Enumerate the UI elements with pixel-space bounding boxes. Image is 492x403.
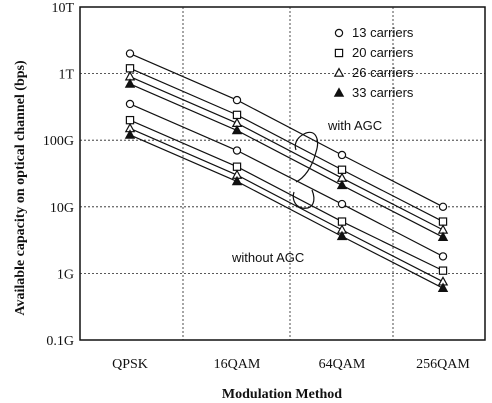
series-line: [129, 67, 444, 223]
legend-item: 33 carriers: [333, 85, 414, 100]
legend-item: 13 carriers: [334, 25, 414, 40]
series-line: [129, 119, 444, 272]
series-line: [129, 127, 444, 283]
data-point-triangle-filled: [231, 124, 243, 135]
data-point-triangle-filled: [124, 129, 136, 139]
data-point-square: [334, 48, 344, 58]
data-point-square: [125, 64, 135, 73]
y-tick-label: 10T: [51, 1, 74, 16]
data-point-circle: [232, 95, 242, 105]
x-tick-label: 64QAM: [319, 357, 366, 372]
x-tick-label: 256QAM: [416, 357, 470, 372]
series-line: [129, 103, 444, 257]
data-point-triangle-filled: [336, 179, 348, 190]
data-point-square: [438, 217, 448, 226]
y-tick-label: 1T: [58, 68, 74, 83]
data-point-circle: [334, 28, 344, 38]
annotation-without-agc: without AGC: [231, 250, 304, 265]
annotation-with-agc: with AGC: [327, 118, 382, 133]
series-line: [129, 53, 444, 208]
data-point-square: [337, 217, 347, 226]
y-axis-title: Available capacity on optical channel (b…: [13, 60, 28, 316]
legend-label: 20 carriers: [352, 45, 414, 60]
series-line: [129, 76, 444, 231]
y-tick-label: 100G: [43, 134, 74, 149]
legend-item: 20 carriers: [334, 45, 414, 60]
without-agc-bracket: [292, 189, 315, 209]
data-point-circle: [125, 49, 135, 58]
legend-label: 33 carriers: [352, 85, 414, 100]
data-point-circle: [438, 252, 448, 261]
x-tick-label: 16QAM: [214, 357, 261, 372]
data-point-triangle-filled: [336, 230, 348, 241]
data-point-triangle-filled: [437, 231, 449, 241]
series: [124, 78, 449, 241]
data-point-triangle: [333, 67, 345, 77]
data-point-square: [232, 110, 242, 120]
with-agc-bracket: [294, 131, 319, 183]
y-tick-label: 1G: [57, 267, 74, 282]
series: [124, 122, 449, 286]
y-tick-label: 0.1G: [46, 334, 74, 349]
legend-label: 13 carriers: [352, 25, 414, 40]
series: [125, 49, 448, 211]
data-point-triangle-filled: [333, 87, 345, 97]
data-point-square: [125, 115, 135, 125]
data-point-circle: [125, 99, 135, 109]
legend-label: 26 carriers: [352, 65, 414, 80]
annotations: with AGC without AGC: [231, 118, 382, 265]
data-point-circle: [337, 150, 347, 160]
series-line: [129, 83, 444, 238]
series-line: [129, 134, 444, 289]
data-point-circle: [232, 146, 242, 155]
data-point-triangle-filled: [231, 175, 243, 186]
data-point-triangle-filled: [437, 282, 449, 292]
data-point-square: [232, 162, 242, 171]
data-point-square: [337, 165, 347, 174]
axis-ticks: 0.1G 1G 10G 100G 1T 10T QPSK 16QAM 64QAM 256QAM: [43, 1, 471, 372]
series: [125, 99, 448, 261]
y-tick-label: 10G: [50, 201, 74, 216]
data-point-circle: [438, 202, 448, 211]
data-point-square: [438, 266, 448, 275]
x-tick-label: QPSK: [112, 357, 148, 372]
legend-item: 26 carriers: [333, 65, 414, 80]
data-series: [124, 49, 449, 292]
data-point-circle: [337, 199, 347, 209]
data-point-triangle-filled: [124, 78, 136, 88]
grid: [80, 7, 485, 340]
x-axis-title: Modulation Method: [222, 387, 342, 402]
series: [124, 129, 449, 292]
legend: 13 carriers 20 carriers 26 carriers 33 carr…: [333, 25, 414, 100]
